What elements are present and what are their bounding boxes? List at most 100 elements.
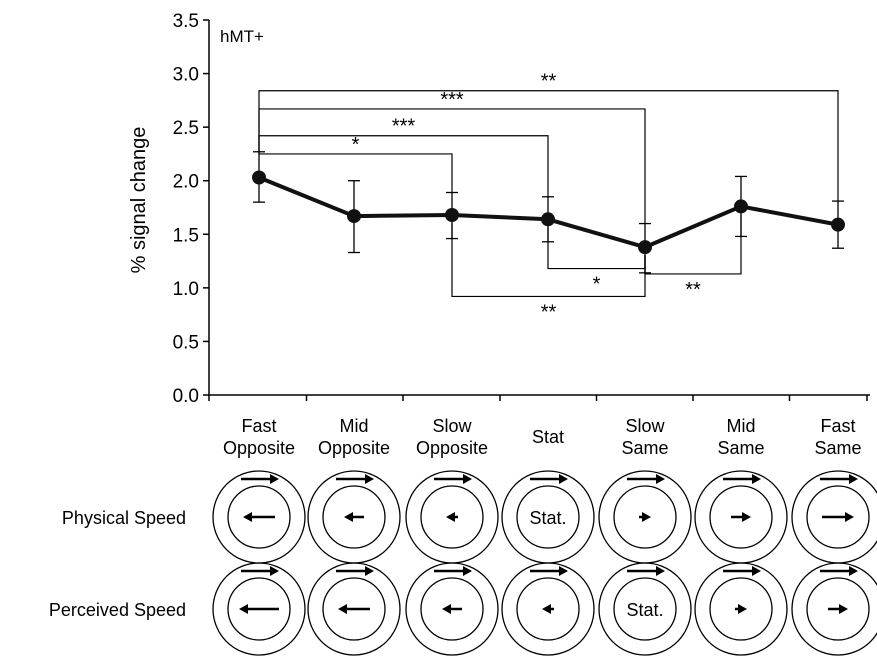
- surround-arrow-head: [849, 474, 858, 484]
- stimulus-icon: [307, 470, 401, 564]
- outer-ring: [405, 562, 499, 656]
- inner-circle: [613, 485, 677, 549]
- data-point: [541, 212, 555, 227]
- stimulus-icon: Stat.: [501, 470, 595, 564]
- surround-arrow-head: [849, 566, 858, 576]
- axes: 0.0 0.5 1.0 1.5 2.0 2.5 3.0 3.5: [173, 11, 870, 407]
- surround-arrow-head: [559, 474, 568, 484]
- category-label-line: Stat: [532, 427, 564, 447]
- center-arrow-head: [344, 512, 353, 522]
- significance-label: ***: [440, 89, 464, 111]
- stationary-label: Stat.: [529, 508, 566, 528]
- y-tick-label: 1.0: [173, 279, 199, 300]
- stimulus-row-label: Perceived Speed: [49, 600, 186, 620]
- stimulus-icon: [791, 470, 877, 564]
- surround-arrow-head: [270, 566, 279, 576]
- category-labels: FastOppositeMidOppositeSlowOppositeStatS…: [223, 416, 862, 458]
- category-label-line: Fast: [820, 416, 855, 436]
- data-point: [445, 208, 459, 222]
- inner-circle: [709, 577, 773, 641]
- category-label: Stat: [532, 427, 564, 447]
- center-arrow-head: [642, 512, 651, 522]
- data-point: [347, 209, 361, 224]
- significance-bracket: [258, 151, 453, 193]
- category-label-line: Opposite: [223, 438, 295, 458]
- significance-label: **: [541, 71, 557, 93]
- center-arrow-head: [542, 604, 551, 614]
- stimulus-row-label: Physical Speed: [62, 508, 186, 528]
- stimulus-icon: [405, 562, 499, 656]
- surround-arrow-head: [656, 474, 665, 484]
- stimulus-icon: [694, 470, 788, 564]
- stimulus-icon: [212, 562, 306, 656]
- significance-bracket: [451, 223, 646, 298]
- stationary-label: Stat.: [626, 600, 663, 620]
- y-tick-label: 1.5: [173, 225, 199, 246]
- chart-title: hMT+: [220, 27, 264, 46]
- significance-bracket: [644, 214, 742, 275]
- surround-arrow-head: [463, 474, 472, 484]
- surround-arrow-head: [270, 474, 279, 484]
- inner-circle: [516, 577, 580, 641]
- y-tick-label: 2.0: [173, 172, 199, 193]
- center-arrow-head: [446, 512, 455, 522]
- significance-label: *: [593, 274, 601, 296]
- surround-arrow-head: [752, 474, 761, 484]
- data-point: [252, 170, 266, 185]
- inner-circle: [709, 485, 773, 549]
- significance-label: *: [352, 134, 360, 156]
- outer-ring: [694, 562, 788, 656]
- category-label-line: Opposite: [318, 438, 390, 458]
- stimulus-icon: [791, 562, 877, 656]
- stimulus-icon: [307, 562, 401, 656]
- stimulus-icon: [405, 470, 499, 564]
- inner-circle: [420, 485, 484, 549]
- y-tick-label: 3.5: [173, 11, 199, 32]
- category-label-line: Same: [717, 438, 764, 458]
- center-arrow-head: [338, 604, 347, 614]
- category-label-line: Slow: [625, 416, 665, 436]
- category-label-line: Mid: [339, 416, 368, 436]
- center-arrow-head: [442, 604, 451, 614]
- inner-circle: [322, 577, 386, 641]
- significance-bracket: [258, 135, 549, 197]
- y-tick-label: 2.5: [173, 118, 199, 139]
- stimulus-icon: Stat.: [598, 562, 692, 656]
- center-arrow-head: [243, 512, 252, 522]
- surround-arrow-head: [463, 566, 472, 576]
- outer-ring: [791, 562, 877, 656]
- center-arrow-head: [845, 512, 854, 522]
- category-label-line: Opposite: [416, 438, 488, 458]
- surround-arrow-head: [365, 474, 374, 484]
- surround-arrow-head: [752, 566, 761, 576]
- stimulus-icon: [694, 562, 788, 656]
- significance-label: **: [685, 279, 701, 301]
- significance-label: ***: [392, 116, 416, 138]
- surround-arrow-head: [656, 566, 665, 576]
- y-tick-label: 3.0: [173, 65, 199, 86]
- outer-ring: [598, 562, 692, 656]
- y-axis-title: % signal change: [128, 127, 150, 274]
- center-arrow-head: [738, 604, 747, 614]
- data-series: [252, 151, 845, 274]
- data-point: [831, 217, 845, 232]
- inner-circle: [516, 485, 580, 549]
- inner-circle: [420, 577, 484, 641]
- category-label-line: Same: [621, 438, 668, 458]
- category-label-line: Mid: [726, 416, 755, 436]
- significance-bracket: [258, 108, 646, 224]
- stimulus-icon: [501, 562, 595, 656]
- inner-circle: [806, 485, 870, 549]
- data-point: [638, 240, 652, 255]
- center-arrow-head: [839, 604, 848, 614]
- data-point: [734, 199, 748, 214]
- center-arrow-head: [239, 604, 248, 614]
- significance-label: **: [541, 301, 557, 323]
